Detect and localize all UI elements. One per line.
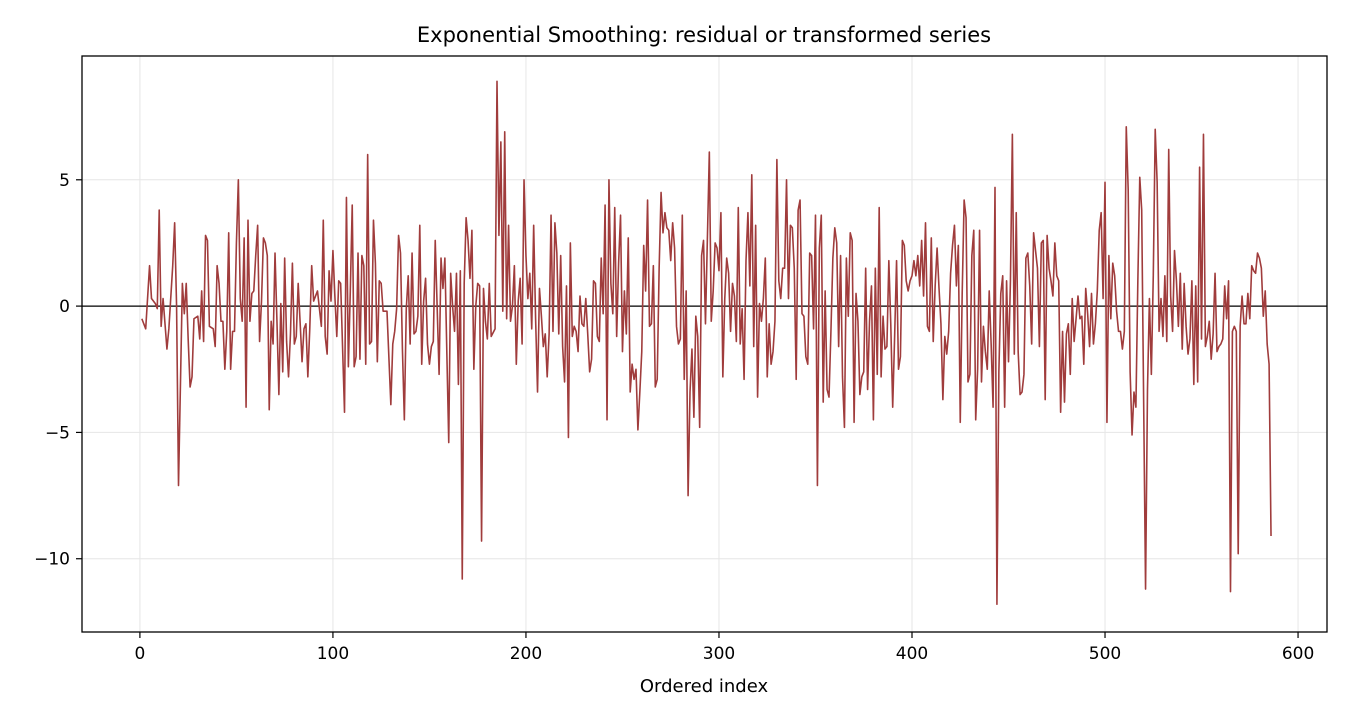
series-layer xyxy=(141,80,1272,606)
x-axis-title: Ordered index xyxy=(640,676,769,697)
y-tick-label: 0 xyxy=(59,297,70,317)
x-tick-label: 300 xyxy=(703,644,735,664)
x-tick-label: 200 xyxy=(510,644,542,664)
x-tick-label: 400 xyxy=(896,644,928,664)
plot-area-frame xyxy=(81,55,1328,633)
series-line xyxy=(141,80,1272,606)
x-tick-label: 0 xyxy=(134,644,145,664)
y-tick-label: −10 xyxy=(34,550,70,570)
x-tick-label: 500 xyxy=(1089,644,1121,664)
chart-title: Exponential Smoothing: residual or trans… xyxy=(417,23,991,47)
y-tick-label: −5 xyxy=(45,423,70,443)
x-axis-ticks: 0 100 200 300 400 500 600 xyxy=(134,632,1314,664)
y-axis-ticks: 5 0 −5 −10 xyxy=(34,171,82,570)
x-tick-label: 100 xyxy=(317,644,349,664)
y-tick-label: 5 xyxy=(59,171,70,191)
x-tick-label: 600 xyxy=(1282,644,1314,664)
